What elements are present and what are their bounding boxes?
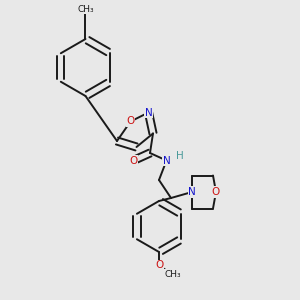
Text: N: N (145, 107, 152, 118)
Text: O: O (212, 187, 220, 197)
Text: CH₃: CH₃ (77, 4, 94, 14)
Text: O: O (126, 116, 135, 127)
Text: O: O (155, 260, 163, 271)
Text: N: N (163, 155, 170, 166)
Text: O: O (129, 155, 138, 166)
Text: H: H (176, 151, 184, 161)
Text: CH₃: CH₃ (164, 270, 181, 279)
Text: N: N (188, 187, 196, 197)
